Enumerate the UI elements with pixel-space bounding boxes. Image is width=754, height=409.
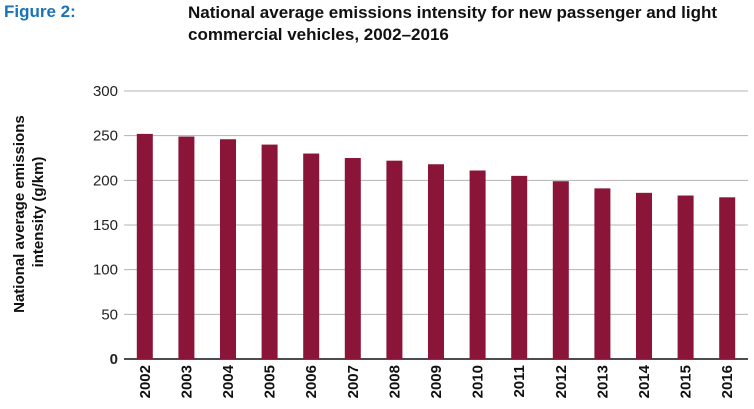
x-tick-label: 2011 bbox=[511, 365, 528, 398]
y-axis-label: National average emissions intensity (g/… bbox=[11, 111, 47, 313]
y-tick-label: 200 bbox=[93, 172, 118, 189]
x-tick-label: 2012 bbox=[553, 365, 570, 398]
y-axis-ticks: 0 50 100 150 200 250 300 bbox=[93, 83, 118, 368]
x-tick-label: 2003 bbox=[178, 365, 195, 398]
x-tick-label: 2002 bbox=[137, 365, 154, 398]
y-tick-label: 50 bbox=[101, 306, 118, 323]
bar bbox=[303, 153, 320, 359]
x-axis-ticks: 2002 2003 2004 2005 2006 2007 2008 2009 2010 2011… bbox=[137, 364, 736, 398]
x-tick-label: 2007 bbox=[345, 365, 362, 398]
bar bbox=[594, 188, 611, 359]
bar bbox=[261, 144, 278, 359]
x-tick-label: 2010 bbox=[470, 365, 487, 398]
chart-title-line-1: National average emissions intensity for… bbox=[188, 3, 718, 22]
bar bbox=[386, 160, 403, 359]
x-tick-label: 2004 bbox=[220, 364, 237, 398]
x-tick-label: 2014 bbox=[636, 364, 653, 398]
bar bbox=[511, 175, 528, 359]
y-tick-label: 100 bbox=[93, 262, 118, 279]
bar bbox=[220, 139, 236, 359]
y-tick-label: 300 bbox=[93, 83, 118, 100]
bar bbox=[136, 133, 153, 359]
x-tick-label: 2009 bbox=[428, 365, 445, 398]
y-axis-label-line-1: National average emissions bbox=[11, 115, 28, 313]
bar bbox=[552, 181, 569, 359]
bar bbox=[636, 192, 652, 359]
y-tick-label: 150 bbox=[93, 217, 118, 234]
x-tick-label: 2013 bbox=[594, 365, 611, 398]
bar bbox=[677, 195, 694, 359]
bar bbox=[178, 136, 195, 359]
x-tick-label: 2005 bbox=[262, 365, 279, 398]
y-axis-label-line-2: intensity (g/km) bbox=[30, 157, 47, 268]
chart-title-line-2: commercial vehicles, 2002–2016 bbox=[188, 25, 449, 44]
y-tick-label: 250 bbox=[93, 128, 118, 145]
chart-title: National average emissions intensity for… bbox=[188, 2, 748, 46]
x-tick-label: 2015 bbox=[678, 365, 695, 398]
figure-label: Figure 2: bbox=[4, 2, 76, 21]
bar bbox=[344, 158, 361, 359]
bars bbox=[136, 133, 736, 359]
y-tick-label: 0 bbox=[110, 351, 118, 368]
x-tick-label: 2006 bbox=[303, 365, 320, 398]
bar bbox=[469, 170, 486, 359]
bar bbox=[428, 164, 444, 359]
x-tick-label: 2008 bbox=[386, 365, 403, 398]
x-tick-label: 2016 bbox=[719, 365, 736, 398]
bar bbox=[719, 197, 736, 359]
